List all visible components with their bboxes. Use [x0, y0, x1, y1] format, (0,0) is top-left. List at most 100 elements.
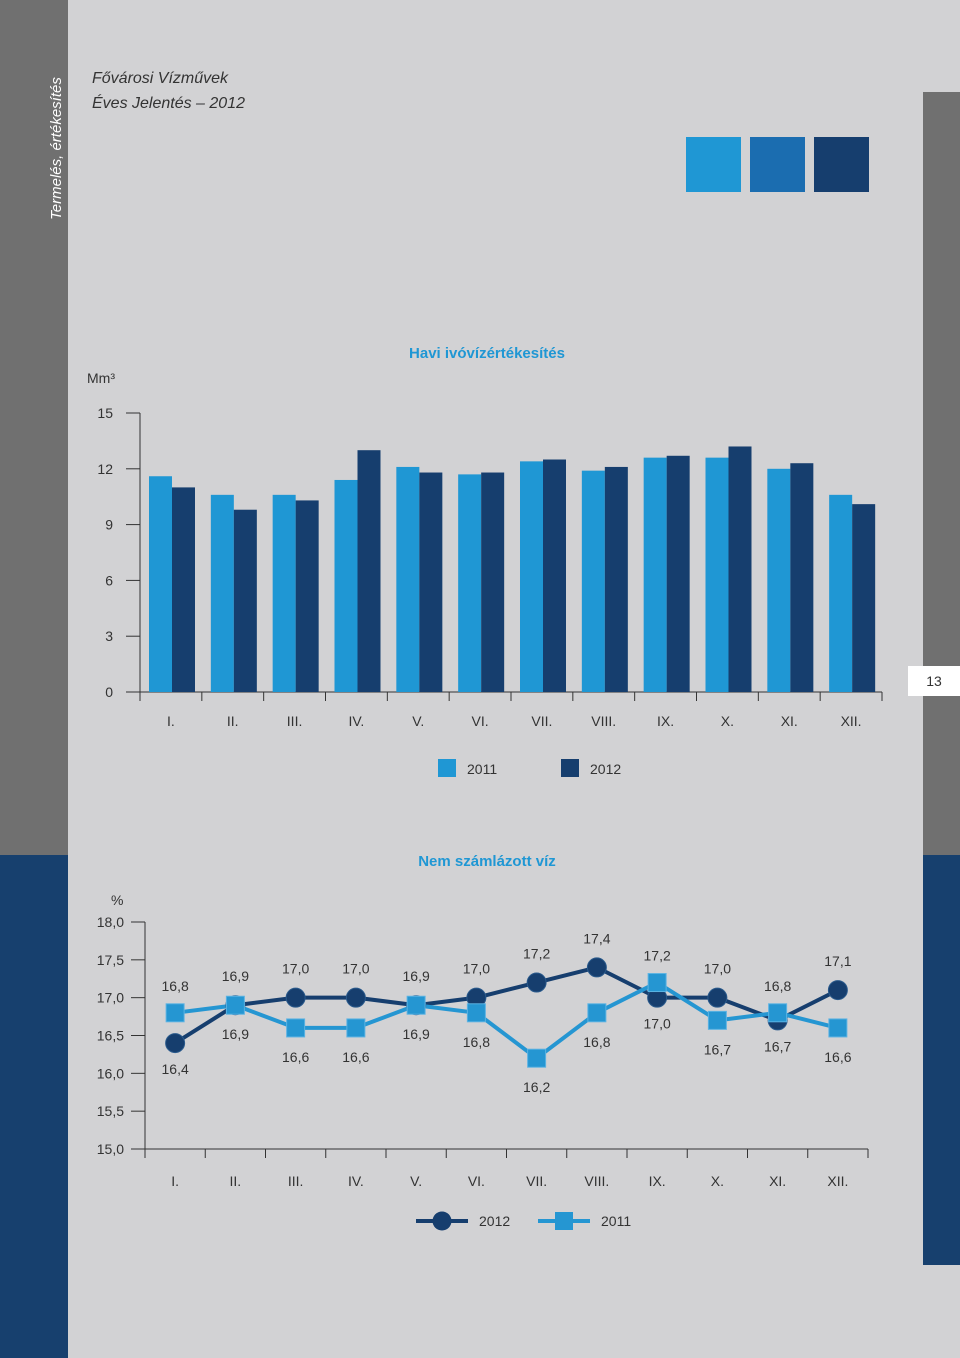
point-2011-12: [828, 1018, 848, 1038]
bar-2012-8: [604, 466, 628, 692]
point-2012-10: [707, 987, 728, 1008]
point-2012-7: [526, 972, 547, 993]
label-2011-9: 17,2: [644, 948, 671, 964]
bar-2011-1: [149, 476, 172, 692]
label-2011-7: 16,2: [523, 1079, 550, 1095]
bar-2011-3: [272, 494, 296, 692]
point-2012-12: [827, 980, 848, 1001]
label-2011-3: 16,6: [282, 1049, 309, 1065]
bar-legend-swatch-2012: [561, 759, 579, 777]
bar-2012-12: [852, 504, 876, 692]
line-chart-axes: 15,0 15,5 16,0 16,5 17,0 17,5 18,0 I. II. III. IV.…: [97, 914, 869, 1189]
bar-2012-9: [666, 455, 690, 692]
line-series-2011: [174, 980, 839, 1061]
label-2012-11: 16,7: [764, 1038, 791, 1054]
label-2011-11: 16,8: [764, 978, 791, 994]
label-2012-10: 17,0: [704, 961, 731, 977]
line-series-2012: [174, 965, 839, 1045]
point-2011-9: [647, 973, 667, 993]
label-2012-4: 17,0: [342, 961, 369, 977]
point-2011-4: [346, 1018, 366, 1038]
decorative-swatch-dark: [814, 137, 869, 192]
point-2012-3: [285, 987, 306, 1008]
line-legend-marker-2011: [555, 1212, 573, 1230]
point-2011-8: [587, 1003, 607, 1023]
right-margin-band: [923, 92, 960, 856]
line-x-tick-label: IX.: [649, 1173, 666, 1189]
bar-2012-2: [233, 509, 257, 692]
right-margin-band-accent: [923, 855, 960, 1265]
bar-y-tick-label: 12: [97, 461, 113, 477]
bar-chart-title: Havi ivóvízértékesítés: [409, 345, 565, 362]
label-2011-5: 16,9: [403, 1026, 430, 1042]
bar-2011-9: [643, 457, 667, 692]
bar-chart: Havi ivóvízértékesítés Mm³ 0 3 6 9 12 15 I. II.…: [87, 345, 883, 777]
line-chart-legend: 2012 2011: [416, 1211, 631, 1231]
header-subtitle: Éves Jelentés – 2012: [92, 95, 245, 112]
line-x-tick-label: II.: [230, 1173, 242, 1189]
bar-chart-bars: [149, 446, 876, 692]
line-x-tick-label: I.: [171, 1173, 179, 1189]
point-2011-7: [527, 1048, 547, 1068]
line-y-tick-label: 16,0: [97, 1065, 124, 1081]
bar-x-tick-label: VII.: [531, 713, 552, 729]
bar-y-tick-label: 3: [105, 628, 113, 644]
point-2012-4: [345, 987, 366, 1008]
label-2012-5: 16,9: [403, 968, 430, 984]
label-2011-4: 16,6: [342, 1049, 369, 1065]
label-2011-10: 16,7: [704, 1041, 731, 1057]
point-2011-5: [406, 995, 426, 1015]
page-number: 13: [908, 666, 960, 696]
point-2011-11: [768, 1003, 788, 1023]
label-2012-1: 16,4: [162, 1061, 189, 1077]
point-2012-8: [586, 957, 607, 978]
line-x-tick-label: VII.: [526, 1173, 547, 1189]
line-legend-marker-2012: [432, 1211, 452, 1231]
point-2011-1: [165, 1003, 185, 1023]
line-y-tick-label: 15,5: [97, 1103, 124, 1119]
line-x-tick-label: VI.: [468, 1173, 485, 1189]
label-2012-7: 17,2: [523, 946, 550, 962]
point-2011-2: [225, 995, 245, 1015]
label-2011-8: 16,8: [583, 1034, 610, 1050]
label-2012-8: 17,4: [583, 930, 610, 946]
line-y-tick-label: 16,5: [97, 1028, 124, 1044]
decorative-swatch-mid: [750, 137, 805, 192]
line-x-tick-label: III.: [288, 1173, 304, 1189]
bar-x-tick-label: VI.: [472, 713, 489, 729]
line-x-tick-label: IV.: [348, 1173, 364, 1189]
line-chart-title: Nem számlázott víz: [418, 853, 556, 870]
line-legend-label-2011: 2011: [601, 1213, 631, 1229]
bar-2012-4: [357, 450, 381, 692]
line-x-tick-label: XII.: [827, 1173, 848, 1189]
bar-y-tick-label: 9: [105, 517, 113, 533]
bar-x-tick-label: II.: [227, 713, 239, 729]
bar-x-tick-label: I.: [167, 713, 175, 729]
bar-y-tick-label: 6: [105, 572, 113, 588]
decorative-swatch-light: [686, 137, 741, 192]
bar-2012-3: [295, 500, 319, 692]
label-2011-12: 16,6: [824, 1049, 851, 1065]
label-2011-2: 16,9: [222, 1026, 249, 1042]
bar-2011-12: [829, 494, 853, 692]
bar-2011-4: [334, 479, 358, 692]
label-2012-9: 17,0: [644, 1016, 671, 1032]
bar-2012-11: [790, 463, 814, 692]
header-organization: Fővárosi Vízművek: [92, 70, 229, 87]
bar-2011-7: [520, 461, 543, 692]
line-y-tick-label: 18,0: [97, 914, 124, 930]
label-2012-3: 17,0: [282, 961, 309, 977]
bar-chart-axes: 0 3 6 9 12 15 I. II. III. IV. V. VI. VII. VIII. IX. X. X…: [97, 405, 883, 729]
bar-x-tick-label: X.: [721, 713, 734, 729]
line-x-tick-label: V.: [410, 1173, 422, 1189]
bar-2011-6: [458, 474, 482, 692]
bar-2012-6: [481, 472, 505, 692]
bar-legend-swatch-2011: [438, 759, 456, 777]
bar-2011-11: [767, 468, 791, 692]
point-2011-10: [707, 1010, 727, 1030]
line-x-tick-label: XI.: [769, 1173, 786, 1189]
line-legend-label-2012: 2012: [479, 1213, 510, 1229]
left-margin-band-accent: [0, 855, 68, 1358]
line-x-tick-label: X.: [711, 1173, 724, 1189]
bar-chart-legend: 2011 2012: [438, 759, 621, 777]
